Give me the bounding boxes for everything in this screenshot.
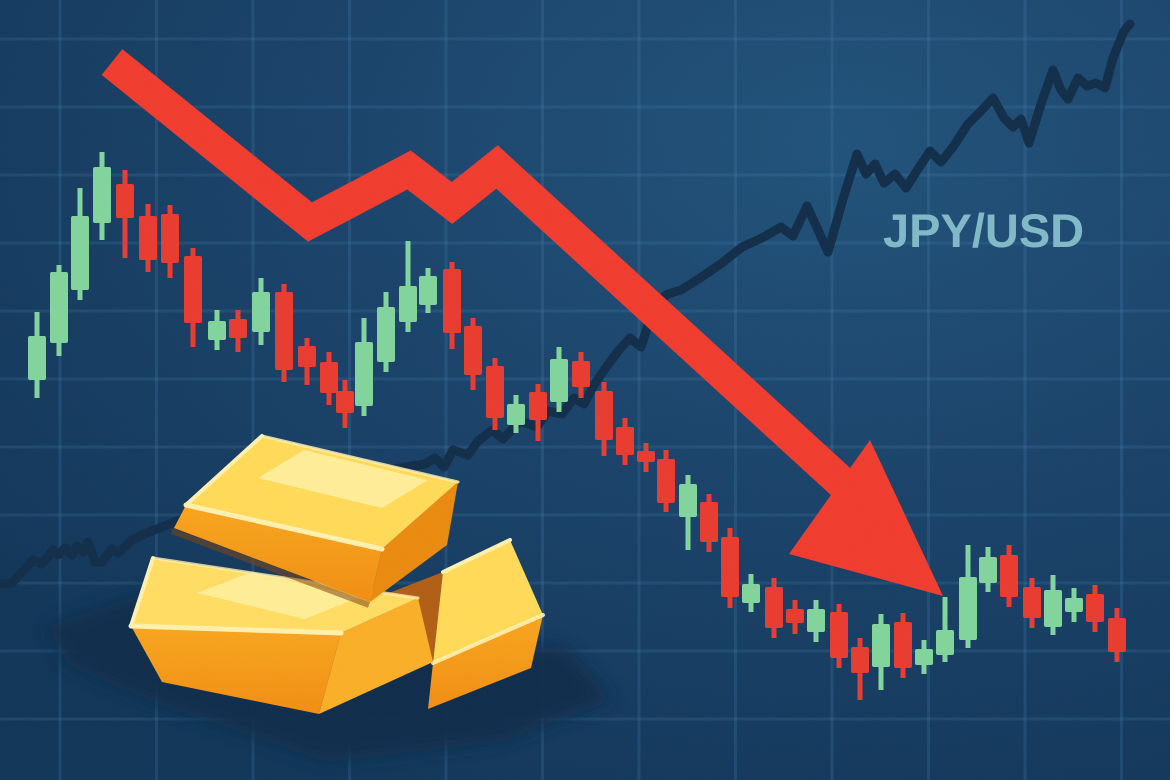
financial-illustration: JPY/USD: [0, 0, 1170, 780]
grain-texture: [0, 0, 1170, 780]
chart-canvas: [0, 0, 1170, 780]
